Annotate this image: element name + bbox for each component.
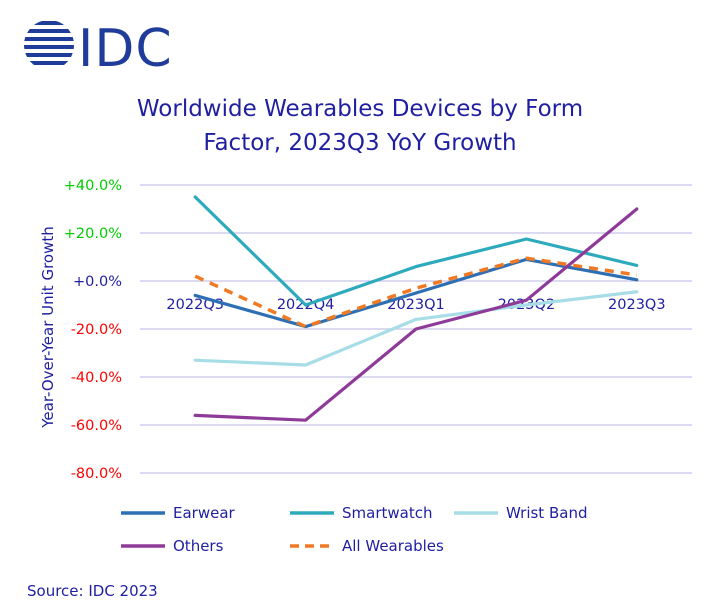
- legend-item-others: Others: [121, 537, 224, 555]
- legend-label: Smartwatch: [342, 504, 432, 522]
- series-line-all-wearables: [194, 256, 638, 329]
- idc-logo: IDC: [24, 19, 173, 76]
- legend-label: Earwear: [173, 504, 236, 522]
- legend-item-smartwatch: Smartwatch: [290, 504, 432, 522]
- y-axis-label: Year-Over-Year Unit Growth: [39, 226, 57, 429]
- legend-label: Wrist Band: [506, 504, 587, 522]
- y-tick-label: -20.0%: [71, 322, 122, 338]
- legend-item-all-wearables: All Wearables: [290, 537, 444, 555]
- series-line-earwear: [193, 257, 639, 329]
- legend-label: All Wearables: [342, 537, 444, 555]
- y-tick-labels: +40.0% +20.0% +0.0% -20.0% -40.0% -60.0% -80.0…: [64, 178, 122, 482]
- y-tick-label: -40.0%: [71, 370, 122, 386]
- legend: Earwear Smartwatch Wrist Band Others All Wea…: [121, 504, 587, 555]
- chart-title: Worldwide Wearables Devices by Form Fact…: [137, 96, 583, 156]
- series-line-others: [193, 207, 639, 422]
- y-tick-label: -80.0%: [71, 466, 122, 482]
- brand-name: IDC: [78, 19, 173, 76]
- chart-title-line-2: Factor, 2023Q3 YoY Growth: [203, 130, 516, 156]
- y-tick-label: +40.0%: [64, 178, 122, 194]
- legend-item-earwear: Earwear: [121, 504, 236, 522]
- idc-globe-icon: [24, 21, 74, 65]
- x-tick-labels: 2022Q3 2022Q4 2023Q1 2023Q2 2023Q3: [166, 297, 665, 313]
- x-tick-label: 2023Q3: [608, 297, 666, 313]
- y-tick-label: -60.0%: [71, 418, 122, 434]
- series-line-smartwatch: [193, 195, 639, 307]
- chart-title-line-1: Worldwide Wearables Devices by Form: [137, 96, 583, 122]
- y-tick-label: +20.0%: [64, 226, 122, 242]
- y-tick-label: +0.0%: [73, 274, 122, 290]
- x-tick-label: 2023Q1: [387, 297, 445, 313]
- legend-label: Others: [173, 537, 224, 555]
- series-line-wrist-band: [193, 290, 639, 367]
- source-note: Source: IDC 2023: [27, 582, 158, 600]
- legend-item-wrist-band: Wrist Band: [454, 504, 587, 522]
- series-lines: [193, 195, 639, 422]
- x-tick-label: 2022Q3: [166, 297, 224, 313]
